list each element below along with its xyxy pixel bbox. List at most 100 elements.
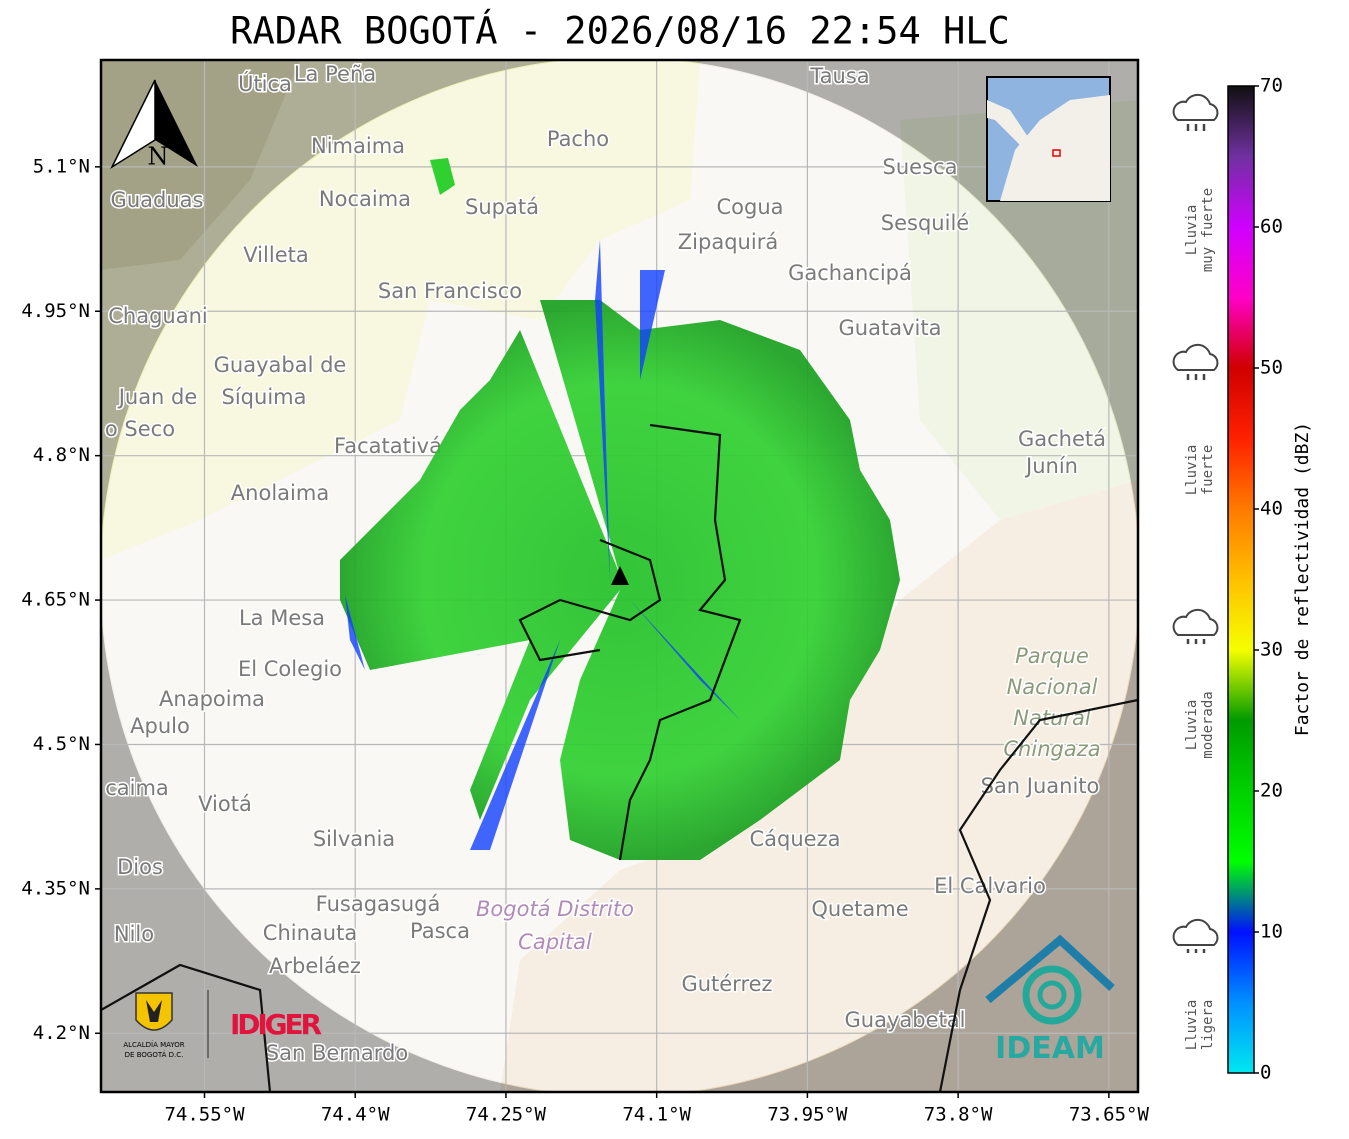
- legend-label: muy fuerte: [1200, 188, 1216, 272]
- colorbar-label: Factor de reflectividad (dBZ): [1292, 422, 1313, 736]
- compass-label: N: [148, 143, 169, 171]
- boundary: [101, 698, 1138, 1092]
- place-label: Silvania: [313, 827, 395, 851]
- place-label: Chinauta: [263, 921, 357, 945]
- protected-area-label: Nacional: [1007, 675, 1098, 699]
- colorbar-tick-label: 40: [1260, 498, 1283, 520]
- y-tick-label: 5.1°N: [33, 155, 90, 177]
- colorbar-tick-label: 10: [1260, 921, 1283, 943]
- y-tick-label: 4.5°N: [33, 733, 90, 755]
- compass: N: [110, 79, 198, 171]
- legend-label: fuerte: [1200, 445, 1216, 496]
- place-label: Fusagasugá: [316, 892, 441, 916]
- place-label: La Mesa: [239, 606, 325, 630]
- place-label: San Francisco: [378, 279, 522, 303]
- place-label: Zipaquirá: [678, 230, 778, 254]
- place-label: El Colegio: [238, 657, 342, 681]
- map-frame: [99, 58, 1140, 1094]
- place-label: Chaguani: [108, 304, 208, 328]
- place-label: Nocaima: [319, 187, 411, 211]
- place-label: Supatá: [465, 195, 539, 219]
- place-label: Nilo: [114, 922, 154, 946]
- colorbar-tick-label: 50: [1260, 357, 1283, 379]
- colorbar: [1227, 85, 1255, 1074]
- place-label: Facatativá: [334, 434, 442, 458]
- place-label: Síquima: [222, 385, 307, 409]
- inset-map: [986, 76, 1111, 202]
- title: RADAR BOGOTÁ - 2026/08/16 22:54 HLC: [230, 9, 1010, 53]
- legend-label: ligera: [1200, 1000, 1216, 1051]
- place-label: Guaduas: [111, 188, 204, 212]
- logo-text: IDEAM: [995, 1031, 1105, 1066]
- legend-label: Lluvia: [1184, 205, 1200, 256]
- place-label: Tausa: [809, 64, 869, 88]
- logo-text: ALCALDÍA MAYOR: [123, 1040, 184, 1049]
- place-label: Junín: [1024, 454, 1078, 478]
- colorbar-tick-label: 60: [1260, 216, 1283, 238]
- rain-drops: [1186, 374, 1206, 380]
- y-tick-label: 4.8°N: [33, 444, 90, 466]
- y-tick-label: 4.65°N: [21, 589, 90, 611]
- boundary: [518, 423, 742, 861]
- place-label: Apulo: [130, 714, 190, 738]
- x-tick-label: 73.8°W: [924, 1104, 993, 1126]
- rain-drops: [1186, 949, 1206, 953]
- logo-text: IDIGER: [230, 1008, 322, 1041]
- legend-item: Lluvia muy fuerte: [1172, 93, 1219, 272]
- legend-item: Lluvia moderada: [1172, 608, 1219, 759]
- y-tick-label: 4.2°N: [33, 1022, 90, 1044]
- district-label: Bogotá Distrito: [476, 897, 634, 921]
- legend-item: Lluvia ligera: [1172, 918, 1219, 1051]
- place-label: Villeta: [243, 243, 308, 267]
- place-label: Guayabal de: [214, 353, 347, 377]
- place-label: Arbeláez: [269, 954, 361, 978]
- y-tick-label: 4.35°N: [21, 877, 90, 899]
- logo-ideam: IDEAM: [985, 934, 1115, 1066]
- place-label: Guatavita: [839, 316, 942, 340]
- place-label: Nimaima: [311, 134, 405, 158]
- legend-label: moderada: [1200, 691, 1216, 758]
- place-label: Anolaima: [231, 481, 329, 505]
- place-label: Cogua: [716, 195, 783, 219]
- place-label: Gutérrez: [681, 972, 772, 996]
- rain-drops: [1186, 124, 1206, 131]
- x-tick-label: 73.65°W: [1069, 1104, 1150, 1126]
- weather-icon: [1172, 93, 1219, 121]
- colorbar-tick-label: 0: [1260, 1062, 1271, 1084]
- legend-label: Lluvia: [1184, 1000, 1200, 1051]
- x-tick-label: 74.4°W: [321, 1104, 390, 1126]
- weather-icon: [1172, 608, 1219, 636]
- place-label: Pacho: [547, 127, 609, 151]
- weather-icon: [1172, 918, 1219, 946]
- place-label: Quetame: [811, 897, 908, 921]
- place-label: Viotá: [198, 792, 252, 816]
- colorbar-tick-label: 70: [1260, 75, 1283, 97]
- colorbar-tick-label: 20: [1260, 780, 1283, 802]
- x-tick-label: 74.1°W: [622, 1104, 691, 1126]
- x-tick-label: 74.55°W: [164, 1104, 245, 1126]
- legend-label: Lluvia: [1184, 700, 1200, 751]
- place-label: o Seco: [105, 417, 175, 441]
- y-tick-label: 4.95°N: [21, 300, 90, 322]
- district-label: Capital: [518, 930, 592, 954]
- radar-site: [611, 566, 629, 585]
- place-label: Suesca: [883, 155, 958, 179]
- protected-area-label: Chingaza: [1003, 737, 1100, 761]
- place-label: Guayabetal: [845, 1008, 966, 1032]
- weather-icon: [1172, 343, 1219, 371]
- place-label: Juan de: [117, 385, 198, 409]
- logo-alcaldia: ALCALDÍA MAYOR DE BOGOTÁ D.C. IDIGER: [123, 990, 322, 1059]
- place-label: San Bernardo: [266, 1041, 408, 1065]
- place-label: Sesquilé: [881, 211, 969, 235]
- place-label: Dios: [117, 855, 163, 879]
- place-label: La Peña: [294, 62, 376, 86]
- place-label: Cáqueza: [750, 827, 841, 851]
- radar-echo: [430, 158, 455, 195]
- colorbar-tick-label: 30: [1260, 639, 1283, 661]
- place-label: Útica: [238, 71, 292, 96]
- place-label: Gachetá: [1018, 427, 1106, 451]
- map: Útica La Peña Tausa Pacho Nimaima Guaduas Noca…: [101, 60, 1138, 1092]
